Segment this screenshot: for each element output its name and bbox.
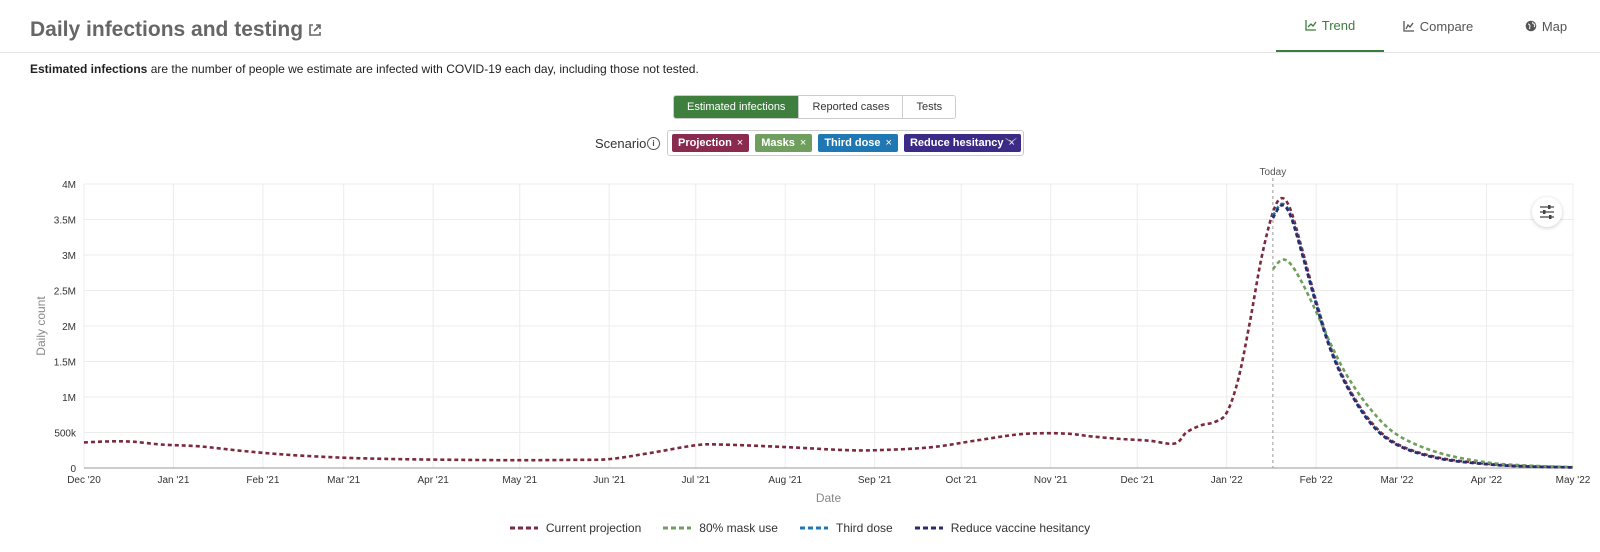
x-tick-label: Jan '22 — [1211, 475, 1243, 486]
y-axis-title: Daily count — [34, 296, 48, 356]
legend-swatch — [914, 526, 943, 530]
page-title: Daily infections and testing — [30, 18, 304, 41]
chip-label: Reduce hesitancy — [909, 137, 1004, 149]
x-tick-label: Feb '22 — [1300, 475, 1333, 486]
tab-trend-label: Trend — [1321, 17, 1356, 33]
y-tick-label: 3M — [62, 251, 76, 262]
today-label: Today — [1260, 167, 1287, 178]
chip-label: Masks — [761, 137, 795, 149]
x-tick-label: Mar '21 — [327, 475, 360, 486]
scenario-chip-third-dose[interactable]: Third dose × — [818, 134, 898, 152]
close-icon[interactable]: × — [736, 137, 744, 149]
legend-item[interactable]: Reduce vaccine hesitancy — [914, 521, 1091, 535]
y-tick-label: 2M — [62, 322, 76, 333]
page-header: Daily infections and testing Trend Compa… — [0, 0, 1600, 53]
legend-label: Current projection — [545, 521, 642, 535]
y-tick-label: 500k — [54, 429, 77, 440]
legend-item[interactable]: Current projection — [509, 521, 642, 535]
line-chart-icon — [1305, 20, 1317, 31]
y-tick-label: 1.5M — [54, 358, 76, 369]
metric-tab-estimated-infections[interactable]: Estimated infections — [674, 96, 800, 118]
chip-label: Third dose — [824, 137, 881, 149]
y-tick-label: 3.5M — [54, 216, 76, 227]
external-link-icon[interactable] — [308, 23, 322, 37]
x-tick-label: Jun '21 — [593, 475, 625, 486]
legend-swatch — [509, 526, 538, 530]
x-tick-label: Sep '21 — [858, 475, 892, 486]
metric-tab-reported-cases[interactable]: Reported cases — [799, 96, 904, 118]
tab-trend[interactable]: Trend — [1276, 0, 1384, 52]
x-tick-label: Apr '21 — [417, 475, 449, 486]
legend-swatch — [663, 526, 692, 530]
y-tick-label: 1M — [62, 393, 76, 404]
legend-item[interactable]: 80% mask use — [663, 521, 778, 535]
x-tick-label: Dec '21 — [1120, 475, 1154, 486]
y-tick-label: 2.5M — [54, 287, 76, 298]
legend-item[interactable]: Third dose — [799, 521, 893, 535]
tab-compare-label: Compare — [1419, 18, 1474, 34]
chip-label: Projection — [678, 137, 732, 149]
series-line-mask-use — [1271, 258, 1574, 469]
series-line-reduce-hesitancy — [1271, 203, 1574, 469]
x-tick-label: Aug '21 — [768, 475, 802, 486]
x-tick-label: Mar '22 — [1380, 475, 1413, 486]
y-tick-label: 0 — [70, 464, 76, 475]
close-icon[interactable]: × — [1008, 137, 1015, 149]
close-icon[interactable]: × — [799, 137, 807, 149]
scenario-label: Scenario — [595, 136, 647, 151]
x-tick-label: Jul '21 — [681, 475, 710, 486]
x-tick-label: Jan '21 — [157, 475, 189, 486]
metric-selector: Estimated infections Reported cases Test… — [673, 95, 957, 119]
tab-map[interactable]: Map — [1492, 0, 1600, 52]
x-tick-label: Feb '21 — [246, 475, 279, 486]
series-line-current-projection — [83, 196, 1574, 469]
x-axis-title: Date — [816, 491, 842, 505]
x-tick-label: Oct '21 — [946, 475, 978, 486]
chart-legend: Current projection 80% mask use Third dose… — [0, 521, 1600, 535]
view-tabs: Trend Compare Map — [1276, 0, 1600, 52]
sliders-icon — [1540, 205, 1554, 219]
close-icon[interactable]: × — [885, 137, 892, 149]
chevron-down-icon[interactable]: ﹀ — [1004, 137, 1017, 151]
y-tick-label: 4M — [62, 180, 76, 191]
description-bold: Estimated infections — [30, 62, 148, 76]
tab-map-label: Map — [1541, 18, 1568, 34]
metric-tab-tests[interactable]: Tests — [903, 96, 956, 118]
description-text: are the number of people we estimate are… — [147, 62, 699, 76]
scenario-select[interactable]: Projection × Masks × Third dose × Reduce he… — [667, 130, 1024, 156]
scenario-chip-projection[interactable]: Projection × — [672, 134, 750, 152]
x-tick-label: Dec '20 — [67, 475, 101, 486]
scenario-chip-reduce-hesitancy[interactable]: Reduce hesitancy × — [903, 134, 1021, 152]
metric-description: Estimated infections are the number of p… — [30, 62, 699, 76]
series-line-third-dose — [1271, 202, 1574, 469]
info-icon[interactable]: i — [647, 137, 660, 150]
legend-label: 80% mask use — [699, 521, 778, 535]
scenario-chip-masks[interactable]: Masks × — [755, 134, 813, 152]
tab-compare[interactable]: Compare — [1384, 0, 1492, 52]
chart-settings-button[interactable] — [1532, 197, 1562, 227]
legend-swatch — [799, 526, 828, 530]
legend-label: Third dose — [835, 521, 893, 535]
x-tick-label: Apr '22 — [1471, 475, 1503, 486]
x-tick-label: Nov '21 — [1034, 475, 1068, 486]
x-tick-label: May '22 — [1556, 475, 1591, 486]
legend-label: Reduce vaccine hesitancy — [950, 521, 1091, 535]
globe-icon — [1525, 20, 1537, 32]
area-chart-icon — [1403, 21, 1414, 32]
infections-chart: 0 500k 1M 1.5M 2M 2.5M 3M 3.5M 4M Dec '20 Jan '21 F… — [34, 167, 1591, 505]
x-tick-label: May '21 — [502, 475, 537, 486]
